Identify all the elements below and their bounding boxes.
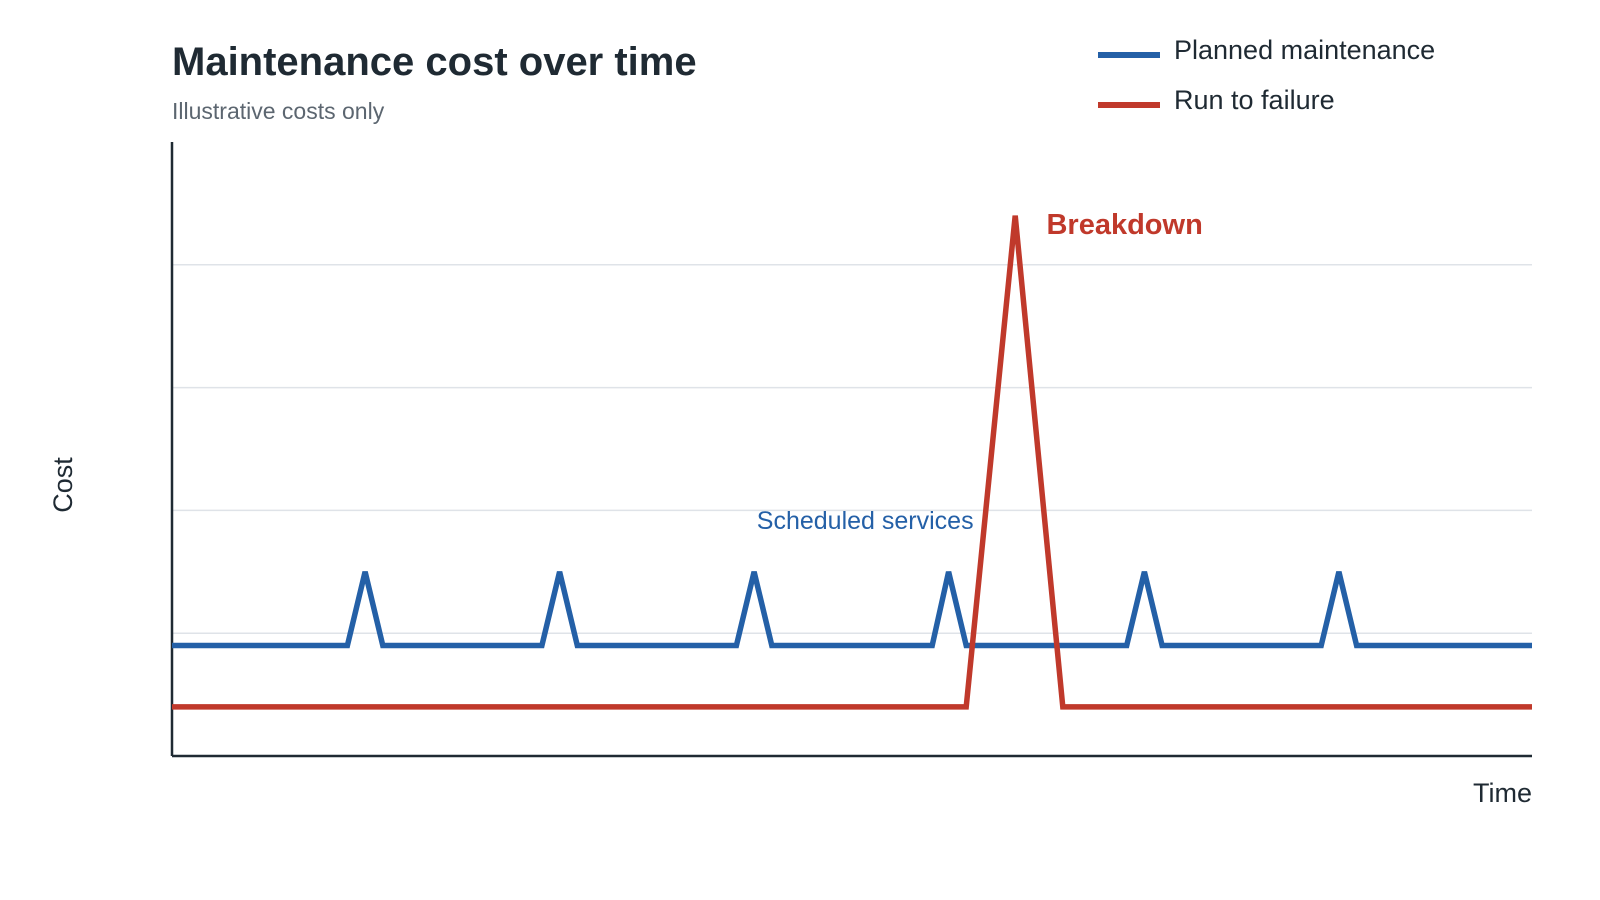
series-line-run-to-failure <box>172 215 1532 710</box>
legend-label-run-to-failure: Run to failure <box>1174 85 1335 115</box>
gridlines <box>172 264 1532 634</box>
chart-subtitle: Illustrative costs only <box>172 98 385 124</box>
x-axis-label: Time <box>1473 778 1532 808</box>
annotations: Scheduled services Breakdown <box>757 209 1203 535</box>
y-axis-label: Cost <box>48 457 78 513</box>
series-lines <box>172 215 1532 710</box>
legend: Planned maintenance Run to failure <box>1098 35 1435 115</box>
series-line-planned-maintenance <box>172 571 1532 649</box>
chart-title: Maintenance cost over time <box>172 40 697 84</box>
annotation-scheduled-services: Scheduled services <box>757 507 974 535</box>
annotation-breakdown: Breakdown <box>1046 209 1202 241</box>
legend-label-planned: Planned maintenance <box>1174 35 1435 65</box>
